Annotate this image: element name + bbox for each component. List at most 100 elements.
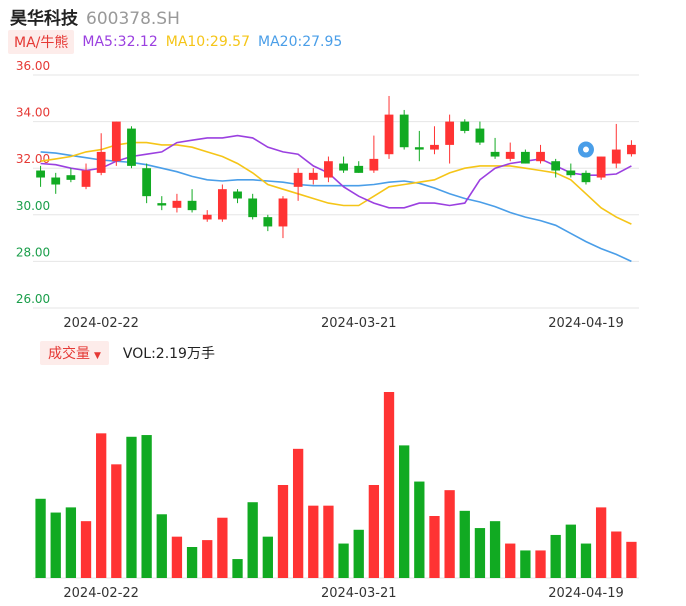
volume-bar [474, 528, 486, 578]
volume-value: VOL:2.19万手 [122, 346, 215, 362]
volume-bar [262, 536, 273, 578]
candle-body [596, 156, 606, 178]
volume-bar [399, 445, 410, 578]
volume-x-date-label: 2024-03-21 [321, 586, 397, 601]
volume-bar [595, 507, 607, 578]
candle-body [66, 175, 76, 180]
candle-body [127, 128, 136, 166]
y-tick-label: 28.00 [16, 245, 50, 259]
volume-bar [444, 490, 455, 578]
candle-body [566, 170, 576, 176]
candle-body [627, 144, 636, 155]
candle-body [96, 151, 106, 173]
candle-body [384, 114, 394, 155]
volume-bar [277, 485, 289, 578]
candle-body [248, 198, 258, 218]
volume-selector-label: 成交量 [48, 346, 90, 362]
volume-indicator-selector[interactable]: 成交量 ▼ [40, 341, 109, 365]
candle-body [324, 161, 333, 178]
volume-bar [217, 517, 228, 578]
volume-bar [626, 541, 637, 578]
volume-bar [111, 464, 122, 578]
volume-bar [368, 485, 380, 578]
candle-body [339, 163, 348, 171]
candle-body [369, 158, 379, 171]
volume-bar [96, 433, 107, 578]
candle-body [111, 121, 121, 162]
y-tick-label: 34.00 [16, 106, 50, 120]
candle-body [460, 121, 470, 131]
ma5-label: MA5:32.12 [82, 34, 158, 50]
x-date-label: 2024-03-21 [321, 316, 397, 331]
candle-body [36, 170, 45, 178]
ma10-line [40, 141, 632, 225]
volume-bar [232, 559, 243, 578]
volume-bar [186, 547, 198, 578]
candle-body [399, 114, 409, 148]
y-tick-label: 30.00 [16, 199, 50, 213]
volume-bar [202, 540, 213, 578]
candle-body [445, 121, 455, 145]
candle-body [172, 200, 182, 208]
candle-body [430, 144, 439, 150]
volume-bar [459, 510, 470, 578]
ma5-line [40, 134, 632, 209]
candle-body [551, 161, 561, 171]
volume-bar [292, 448, 304, 578]
volume-bar [308, 505, 319, 578]
volume-x-date-label: 2024-02-22 [63, 586, 139, 601]
dropdown-arrow-icon: ▼ [94, 351, 101, 361]
volume-bar [565, 524, 576, 578]
volume-bar [35, 498, 46, 578]
ma20-line [40, 151, 632, 263]
candle-body [475, 128, 485, 143]
candle-body [187, 200, 197, 211]
candle-body [520, 151, 530, 164]
candle-body [308, 172, 318, 180]
volume-bar [65, 507, 77, 578]
y-tick-label: 36.00 [16, 59, 50, 73]
volume-bar [520, 550, 531, 578]
volume-bar [353, 529, 364, 578]
candle-body [233, 191, 242, 199]
volume-bar [126, 436, 137, 578]
volume-bar [50, 512, 61, 578]
candle-body [581, 172, 591, 183]
volume-legend: 成交量 ▼ VOL:2.19万手 [40, 341, 215, 365]
candle-body [81, 170, 91, 187]
candle-body [611, 149, 621, 164]
candle-body [293, 172, 303, 187]
stock-code: 600378.SH [86, 9, 180, 29]
x-date-label: 2024-04-19 [548, 316, 624, 331]
volume-bar [338, 543, 349, 578]
candle-body [142, 168, 152, 197]
candle-body [354, 165, 364, 173]
volume-bar [80, 521, 92, 578]
candle-body [490, 151, 500, 157]
volume-bar [505, 543, 516, 578]
volume-bar [414, 481, 425, 578]
volume-x-date-label: 2024-04-19 [548, 586, 624, 601]
ma10-label: MA10:29.57 [165, 34, 251, 50]
x-date-label: 2024-02-22 [63, 316, 139, 331]
y-tick-label: 32.00 [16, 152, 50, 166]
candle-body [202, 214, 212, 220]
volume-bar [550, 534, 561, 578]
candle-body [536, 151, 545, 162]
ma20-label: MA20:27.95 [258, 34, 343, 50]
candle-body [278, 198, 288, 227]
stock-name: 昊华科技 [10, 9, 78, 29]
volume-bar [323, 505, 334, 578]
volume-bar [171, 536, 183, 578]
volume-bar [141, 435, 152, 578]
volume-bar [535, 550, 546, 578]
volume-bar [580, 543, 592, 578]
candle-body [157, 203, 167, 206]
y-tick-label: 26.00 [16, 292, 50, 306]
candle-body [263, 217, 273, 227]
ma-indicator-selector[interactable]: MA/牛熊 [8, 30, 75, 54]
volume-bar [489, 521, 501, 578]
event-marker-dot [582, 146, 589, 153]
stock-header: 昊华科技 600378.SH [10, 4, 180, 29]
